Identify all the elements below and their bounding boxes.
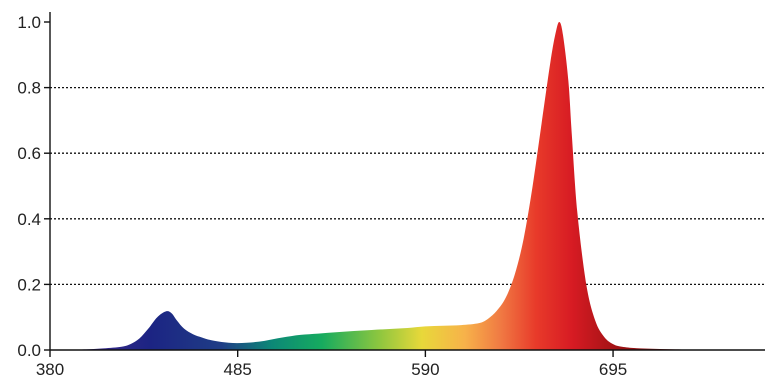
spectrum-area-series-0 bbox=[50, 21, 765, 350]
x-tick-label: 380 bbox=[36, 360, 64, 379]
y-tick-label: 0.0 bbox=[17, 341, 41, 360]
y-tick-label: 0.6 bbox=[17, 144, 41, 163]
y-tick-label: 0.4 bbox=[17, 210, 41, 229]
axes bbox=[49, 12, 765, 351]
y-tick-label: 0.8 bbox=[17, 79, 41, 98]
spectrum-area-layer bbox=[50, 21, 765, 350]
y-tick-label: 1.0 bbox=[17, 13, 41, 32]
gridlines bbox=[50, 86, 765, 286]
x-tick-label: 695 bbox=[599, 360, 627, 379]
x-tick-label: 485 bbox=[224, 360, 252, 379]
x-tick-label: 590 bbox=[411, 360, 439, 379]
tick-labels: 0.0 0.2 0.4 0.6 0.8 1.0 380 485 590 695 bbox=[17, 13, 627, 379]
y-tick-label: 0.2 bbox=[17, 275, 41, 294]
